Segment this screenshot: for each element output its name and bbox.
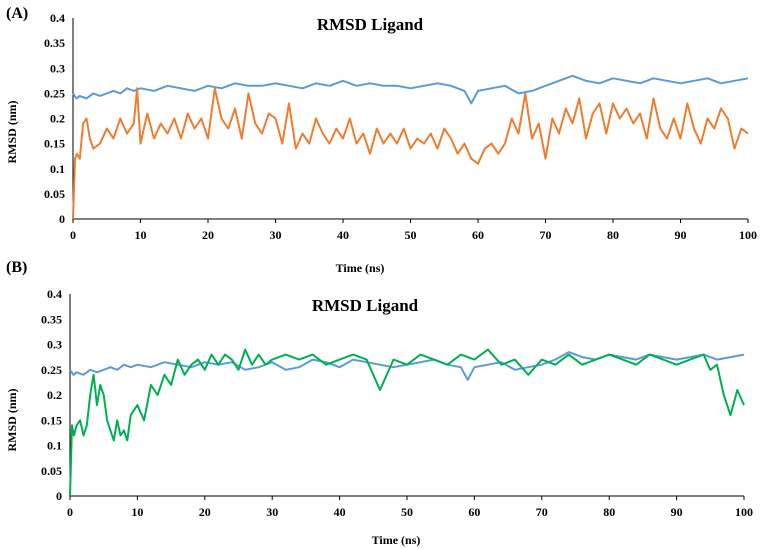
panel-a-ytick-label: 0.35 <box>44 36 65 50</box>
panel-b-xtick-label: 0 <box>67 505 73 519</box>
panel-b-ytick-label: 0.15 <box>41 413 62 427</box>
panel-b-xtick-label: 20 <box>199 505 211 519</box>
panel-b-xtick-label: 40 <box>334 505 346 519</box>
panel-b-label: (B) <box>6 259 27 276</box>
panel-a-xtick-label: 80 <box>607 228 619 242</box>
panel-a-xtick-label: 20 <box>202 228 214 242</box>
panel-b-xlabel: Time (ns) <box>372 533 421 547</box>
panel-a-xtick-label: 50 <box>405 228 417 242</box>
panel-b-xtick-label: 80 <box>603 505 615 519</box>
panel-a-xtick-label: 30 <box>270 228 282 242</box>
panel-b-xtick-label: 100 <box>735 505 753 519</box>
panel-a-ytick-label: 0.1 <box>50 162 65 176</box>
panel-a-xtick-label: 70 <box>540 228 552 242</box>
panel-b-ytick-label: 0 <box>56 489 62 503</box>
panel-b-xtick-label: 60 <box>468 505 480 519</box>
panel-b-ytick-label: 0.4 <box>47 287 62 301</box>
panel-b-ytick-label: 0.35 <box>41 312 62 326</box>
panel-a-xtick-label: 100 <box>739 228 757 242</box>
panel-b-xtick-label: 30 <box>266 505 278 519</box>
panel-b-series-blue-line <box>69 351 745 381</box>
panel-a-xtick-label: 60 <box>472 228 484 242</box>
panel-a-ytick-label: 0.15 <box>44 137 65 151</box>
panel-b-series-green-line <box>69 348 745 497</box>
panel-a-label: (A) <box>6 5 28 22</box>
panel-b-xtick-label: 70 <box>536 505 548 519</box>
panel-a-xtick-label: 0 <box>70 228 76 242</box>
panel-a-xlabel: Time (ns) <box>336 261 385 275</box>
panel-b-ytick-label: 0.3 <box>47 338 62 352</box>
panel-b: (B) RMSD Ligand Time (ns) RMSD (nm) 0 0.0… <box>5 259 753 547</box>
panel-b-xtick-label: 90 <box>671 505 683 519</box>
panel-b-ylabel: RMSD (nm) <box>5 389 19 452</box>
panel-b-axes <box>69 294 744 497</box>
panel-a-xtick-label: 90 <box>675 228 687 242</box>
panel-a-xtick-label: 40 <box>337 228 349 242</box>
panel-b-title: RMSD Ligand <box>312 296 419 315</box>
panel-a-title: RMSD Ligand <box>317 15 424 34</box>
panel-b-series <box>69 348 745 497</box>
panel-b-ytick-label: 0.05 <box>41 464 62 478</box>
panel-a-ytick-label: 0.25 <box>44 86 65 100</box>
panel-a-ytick-label: 0.05 <box>44 187 65 201</box>
panel-b-xtick-label: 10 <box>131 505 143 519</box>
panel-a-ytick-label: 0.4 <box>50 11 65 25</box>
panel-a: (A) RMSD Ligand Time (ns) RMSD (nm) 0 0.0… <box>5 5 757 275</box>
panel-b-ytick-label: 0.1 <box>47 439 62 453</box>
panel-b-ytick-label: 0.2 <box>47 388 62 402</box>
panel-b-ticks: 0 0.05 0.1 0.15 0.2 0.25 0.3 0.35 0.4 0 10 20 30 40 50… <box>41 287 753 519</box>
panel-a-series <box>72 74 749 220</box>
panel-a-ticks: 0 0.05 0.1 0.15 0.2 0.25 0.3 0.35 0.4 0 10 20 30 40 50… <box>44 11 757 242</box>
panel-a-series-blue-line <box>72 74 749 105</box>
panel-a-ylabel: RMSD (nm) <box>5 101 19 164</box>
panel-b-ytick-label: 0.25 <box>41 363 62 377</box>
panel-a-ytick-label: 0.3 <box>50 61 65 75</box>
panel-b-xtick-label: 50 <box>401 505 413 519</box>
panel-a-ytick-label: 0 <box>59 212 65 226</box>
panel-a-ytick-label: 0.2 <box>50 112 65 126</box>
panel-a-xtick-label: 10 <box>135 228 147 242</box>
panel-a-series-orange-line <box>72 87 749 220</box>
